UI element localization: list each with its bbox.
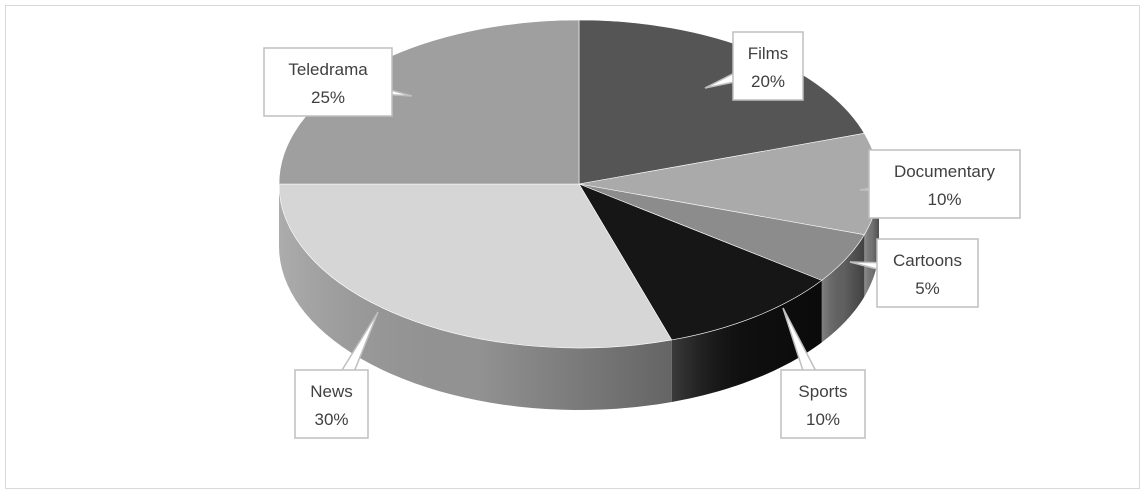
callout-value-documentary: 10% [927,190,961,209]
callout-value-teledrama: 25% [311,88,345,107]
callout-box-films [732,31,804,101]
callout-name-news: News [310,382,353,401]
callout-documentary: Documentary 10% [859,149,1021,219]
callout-name-sports: Sports [798,382,847,401]
callout-name-teledrama: Teledrama [288,60,368,79]
callout-name-films: Films [748,44,789,63]
pie-top-layer [278,19,880,349]
callout-box-documentary [868,149,1021,219]
callout-value-sports: 10% [806,410,840,429]
callout-box-teledrama [263,47,393,117]
callout-box-news [294,369,369,439]
callout-value-films: 20% [751,72,785,91]
callout-box-cartoons [876,238,979,308]
callout-layer: Films 20% Documentary 10% Cartoons 5% Sports 10… [263,31,1021,439]
callout-name-documentary: Documentary [894,162,996,181]
pie-slice-news [278,183,673,349]
callout-name-cartoons: Cartoons [893,251,962,270]
callout-value-news: 30% [314,410,348,429]
callout-news: News 30% [294,311,379,439]
callout-sports: Sports 10% [780,307,866,439]
pie-side-shade-news [279,184,672,410]
pie-side-layer [279,184,879,410]
callout-box-sports [780,369,866,439]
callout-films: Films 20% [704,31,804,101]
callout-teledrama: Teledrama 25% [263,47,413,117]
callout-cartoons: Cartoons 5% [849,238,979,308]
callout-value-cartoons: 5% [915,279,940,298]
pie-slice-sports [578,183,823,341]
